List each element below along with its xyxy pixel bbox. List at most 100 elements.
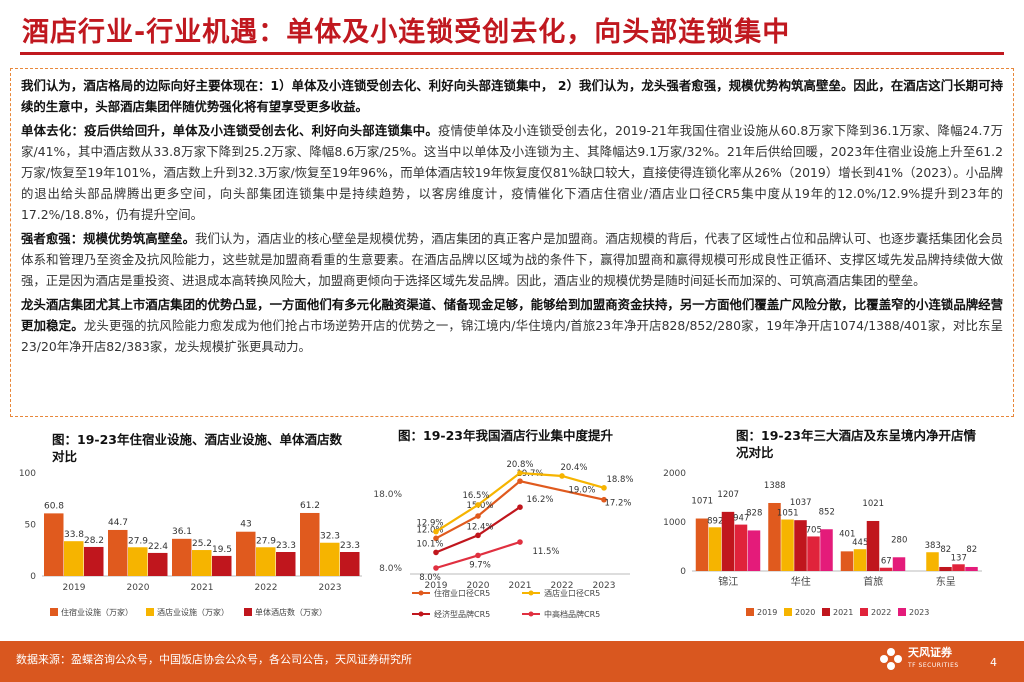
data-label: 383 <box>925 541 941 551</box>
legend-swatch <box>746 608 754 616</box>
data-label: 60.8 <box>44 501 64 511</box>
x-tick-label: 2023 <box>319 583 342 593</box>
series-point <box>475 502 481 508</box>
data-label: 25.2 <box>192 539 212 549</box>
y-tick-label: 18.0% <box>373 490 402 500</box>
bar <box>340 552 360 576</box>
y-tick-label: 0 <box>30 572 36 582</box>
x-tick-label: 华住 <box>791 575 811 588</box>
data-label: 705 <box>806 525 822 535</box>
summary-textbox: 我们认为，酒店格局的边际向好主要体现在：1）单体及小连锁受创去化、利好向头部连锁… <box>10 68 1014 417</box>
bar <box>781 519 794 571</box>
legend-marker <box>528 590 534 596</box>
legend-swatch <box>784 608 792 616</box>
data-label: 892 <box>707 516 723 526</box>
logo-wordmark: 天风证券 TF SECURITIES <box>908 646 959 672</box>
bar <box>926 552 939 571</box>
bar <box>892 557 906 571</box>
y-tick-label: 2000 <box>663 469 686 479</box>
company-logo: 天风证券 TF SECURITIES <box>878 646 959 672</box>
data-label: 8.0% <box>419 573 441 583</box>
y-tick-label: 50 <box>25 521 37 531</box>
data-label: 1051 <box>777 509 799 519</box>
x-tick-label: 2023 <box>593 581 616 591</box>
data-label: 18.8% <box>606 475 633 485</box>
data-label: 17.2% <box>604 499 631 509</box>
legend-marker <box>418 611 424 617</box>
data-label: 27.9 <box>256 536 276 546</box>
data-label: 1071 <box>691 497 713 507</box>
data-label: 19.5 <box>212 545 232 555</box>
x-tick-label: 2019 <box>425 581 448 591</box>
data-label: 43 <box>240 520 251 530</box>
logo-name: 天风证券 <box>908 646 952 659</box>
x-tick-label: 2021 <box>509 581 532 591</box>
data-label: 67 <box>881 557 892 567</box>
legend-label: 2020 <box>795 608 815 617</box>
flower-logo-icon <box>880 648 902 670</box>
data-label: 1207 <box>717 490 739 500</box>
series-point <box>517 478 523 484</box>
series-point <box>559 473 565 479</box>
intro-paragraph: 我们认为，酒店格局的边际向好主要体现在：1）单体及小连锁受创去化、利好向头部连锁… <box>21 75 1003 117</box>
leaders-lead: 龙头酒店集团尤其上市酒店集团的优势凸显，一方面他们有多元化融资渠道、储备现金足够… <box>21 297 1003 333</box>
x-tick-label: 2020 <box>467 581 490 591</box>
chart1-title: 图：19-23年住宿业设施、酒店业设施、单体酒店数对比 <box>52 432 342 464</box>
facility-count-bar-chart: 050100201960.833.828.2202044.727.922.420… <box>19 469 362 617</box>
y-tick-label: 8.0% <box>379 564 402 574</box>
data-label: 16.5% <box>462 491 489 501</box>
bar <box>84 546 104 576</box>
bar <box>794 520 807 571</box>
bar <box>236 531 256 576</box>
bar <box>820 529 833 571</box>
data-label: 947 <box>733 514 749 524</box>
bar <box>276 552 296 576</box>
bar <box>807 536 820 571</box>
consolidation-paragraph: 单体去化：疫后供给回升，单体及小连锁受创去化、利好向头部连锁集中。疫情使单体及小… <box>21 120 1003 225</box>
data-label: 23.3 <box>276 541 296 551</box>
legend-label: 2023 <box>909 608 929 617</box>
bar <box>939 566 952 571</box>
y-tick-label: 0 <box>680 567 686 577</box>
consolidation-text: 疫情使单体及小连锁受创去化，2019-21年我国住宿业设施从60.8万家下降到3… <box>21 123 1003 222</box>
series-point <box>433 565 439 571</box>
legend-label: 2022 <box>871 608 891 617</box>
x-tick-label: 2022 <box>255 583 278 593</box>
legend-swatch <box>822 608 830 616</box>
bar <box>172 538 192 576</box>
logo-subtext: TF SECURITIES <box>908 662 959 669</box>
data-label: 27.9 <box>128 536 148 546</box>
bar <box>747 530 761 571</box>
data-label: 11.5% <box>532 547 559 557</box>
data-label: 1037 <box>790 498 812 508</box>
data-label: 137 <box>951 553 967 563</box>
data-label: 12.4% <box>466 522 493 532</box>
x-tick-label: 2020 <box>127 583 150 593</box>
legend-label: 酒店业设施（万家） <box>157 607 229 617</box>
scale-paragraph: 强者愈强：规模优势筑高壁垒。我们认为，酒店业的核心壁垒是规模优势，酒店集团的真正… <box>21 228 1003 291</box>
bar <box>320 542 340 576</box>
data-label: 828 <box>746 508 762 518</box>
bar <box>965 566 978 571</box>
data-label: 22.4 <box>148 542 168 552</box>
bar <box>879 567 893 571</box>
data-label: 33.8 <box>64 530 84 540</box>
chart3-title: 图：19-23年三大酒店及东呈境内净开店情况对比 <box>736 428 976 460</box>
legend-marker <box>528 611 534 617</box>
legend-label: 中高档品牌CR5 <box>544 609 600 619</box>
x-tick-label: 2022 <box>551 581 574 591</box>
series-point <box>601 496 607 503</box>
legend-swatch <box>898 608 906 616</box>
data-label: 12.9% <box>416 519 443 529</box>
leaders-text: 龙头更强的抗风险能力愈发成为他们抢占市场逆势开店的优势之一，锦江境内/华住境内/… <box>21 318 1003 354</box>
bar <box>64 541 84 576</box>
series-point <box>475 552 481 559</box>
bar <box>212 555 232 576</box>
bar <box>44 513 64 576</box>
data-label: 16.2% <box>526 495 553 505</box>
series-point <box>475 513 481 519</box>
data-label: 44.7 <box>108 518 128 528</box>
bar <box>256 547 276 576</box>
bar <box>708 527 722 571</box>
x-tick-label: 2019 <box>63 583 86 593</box>
